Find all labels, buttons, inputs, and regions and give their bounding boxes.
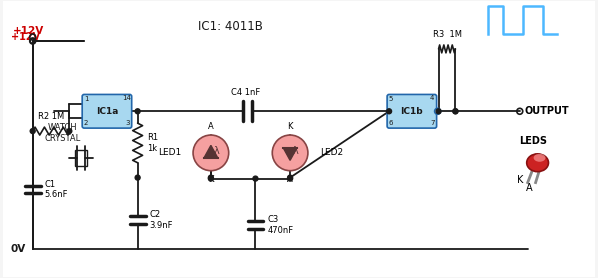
Circle shape (453, 109, 458, 114)
Text: 1: 1 (84, 96, 89, 102)
Text: C1
5.6nF: C1 5.6nF (45, 180, 68, 199)
Text: K: K (517, 175, 523, 185)
Text: K: K (288, 122, 293, 131)
Circle shape (435, 108, 441, 114)
Text: IC1b: IC1b (401, 107, 423, 116)
Text: 7: 7 (431, 120, 435, 126)
Text: λ: λ (213, 146, 219, 156)
Text: A: A (526, 183, 533, 192)
Circle shape (135, 109, 140, 114)
Text: 4: 4 (429, 95, 434, 101)
Text: 0V: 0V (11, 244, 26, 254)
Circle shape (288, 175, 292, 180)
Text: R1
1k: R1 1k (148, 133, 158, 153)
Circle shape (272, 135, 308, 171)
Ellipse shape (533, 154, 545, 162)
Text: C2
3.9nF: C2 3.9nF (150, 210, 173, 230)
Text: OUTPUT: OUTPUT (524, 106, 569, 116)
Text: 3: 3 (126, 120, 130, 126)
Polygon shape (204, 145, 218, 158)
Text: K: K (208, 175, 213, 184)
Circle shape (253, 176, 258, 181)
Text: 5: 5 (389, 96, 393, 102)
Text: 14: 14 (123, 95, 131, 101)
Ellipse shape (527, 154, 548, 172)
Circle shape (453, 109, 458, 114)
Circle shape (288, 176, 292, 181)
Bar (75, 150, 87, 166)
Circle shape (135, 175, 140, 180)
Text: +12V: +12V (11, 32, 40, 42)
Circle shape (387, 109, 392, 114)
Text: 2: 2 (84, 120, 89, 126)
Text: LED1: LED1 (158, 148, 181, 157)
Text: R2 1M: R2 1M (38, 112, 65, 121)
FancyBboxPatch shape (82, 95, 132, 128)
Text: WATCH
CRYSTAL: WATCH CRYSTAL (44, 123, 81, 143)
Polygon shape (283, 148, 297, 160)
Text: A: A (287, 175, 293, 184)
FancyBboxPatch shape (3, 1, 595, 277)
Text: λ: λ (292, 146, 298, 156)
Circle shape (209, 175, 213, 180)
Text: C4 1nF: C4 1nF (231, 88, 260, 97)
Text: A: A (208, 122, 213, 131)
Text: C3
470nF: C3 470nF (267, 215, 294, 235)
Text: LED2: LED2 (320, 148, 343, 157)
Text: IC1a: IC1a (96, 107, 118, 116)
Text: LEDS: LEDS (518, 136, 547, 146)
Circle shape (436, 109, 441, 114)
Circle shape (193, 135, 228, 171)
Text: R3  1M: R3 1M (432, 30, 462, 39)
Text: 6: 6 (389, 120, 393, 126)
Circle shape (209, 176, 213, 181)
Text: IC1: 4011B: IC1: 4011B (199, 20, 263, 33)
FancyBboxPatch shape (387, 95, 437, 128)
Circle shape (30, 129, 35, 133)
Circle shape (67, 129, 72, 133)
Text: +12V: +12V (13, 26, 44, 36)
